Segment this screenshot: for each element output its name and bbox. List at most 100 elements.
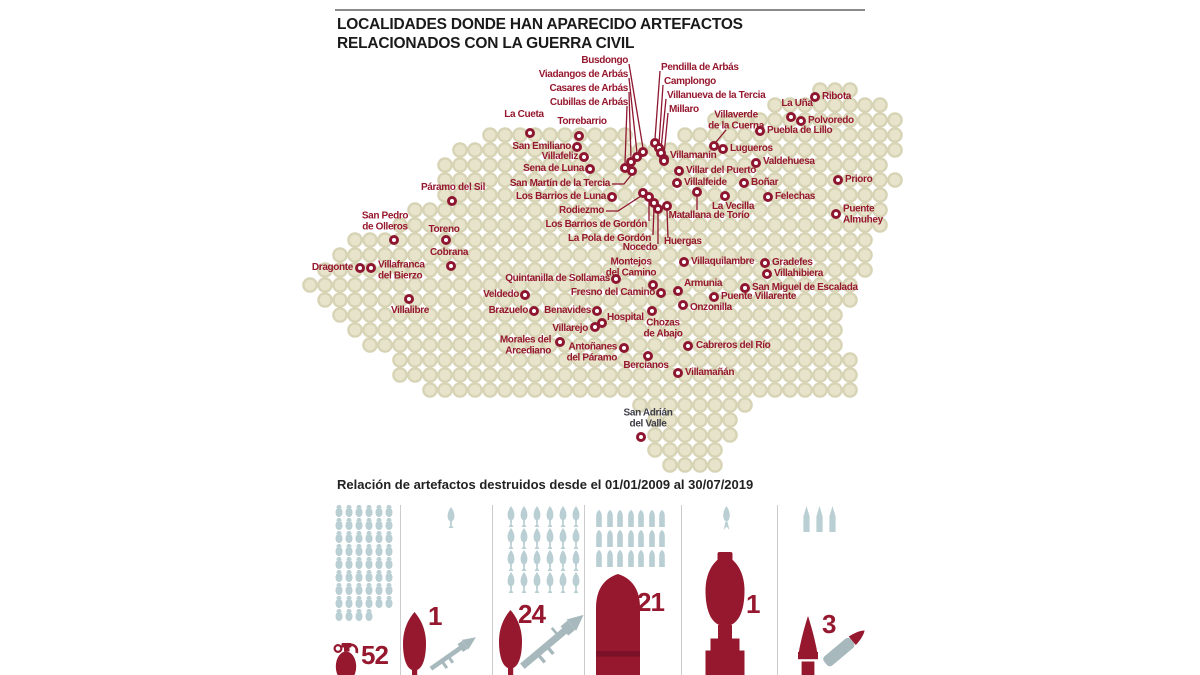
mortar-round-unit-icon <box>517 549 530 571</box>
shell-round-unit-icon <box>800 505 813 532</box>
location-marker-lugueros <box>718 144 728 154</box>
map-label-fresno-del-camino: Fresno del Camino <box>570 286 655 298</box>
artillery-shell-unit-icon <box>594 547 605 567</box>
unit-icons-mortar-round-icon <box>444 505 459 528</box>
location-marker-chozas-de-abajo <box>647 306 657 316</box>
bazooka-icon <box>512 602 597 675</box>
artillery-shell-unit-icon <box>605 527 616 547</box>
hand-grenade-unit-icon <box>344 517 354 530</box>
mortar-round-unit-icon <box>543 549 556 571</box>
map-label-san-mart-n-de-la-tercia: San Martín de la Tercia <box>509 177 610 189</box>
map-label-benavides: Benavides <box>544 304 591 316</box>
shell-round-unit-icon <box>826 505 839 532</box>
hand-grenade-unit-icon <box>384 569 394 582</box>
location-marker-torrebarrio <box>574 131 584 141</box>
artillery-shell-unit-icon <box>657 547 668 567</box>
artillery-shell-unit-icon <box>636 507 647 527</box>
artillery-shell-unit-icon <box>647 527 658 547</box>
location-marker-nocedo <box>653 204 663 214</box>
map-label-camplongo: Camplongo <box>664 75 716 87</box>
artillery-shell-unit-icon <box>636 547 647 567</box>
location-marker-villahibiera <box>762 269 772 279</box>
location-marker-la-cueta <box>525 128 535 138</box>
location-marker-prioro <box>833 175 843 185</box>
mortar-round-unit-icon <box>530 527 543 549</box>
location-marker-villafranca-del-bierzo <box>366 263 376 273</box>
artillery-shell-unit-icon <box>647 547 658 567</box>
location-marker-villar-del-puerto <box>674 166 684 176</box>
hand-grenade-unit-icon <box>334 556 344 569</box>
map-label-gradefes: Gradefes <box>772 256 813 268</box>
location-marker-puente-almuhey <box>831 209 841 219</box>
hand-grenade-unit-icon <box>364 543 374 556</box>
map-label-villahibiera: Villahibiera <box>774 267 823 279</box>
hand-grenade-unit-icon <box>344 595 354 608</box>
hand-grenade-unit-icon <box>354 530 364 543</box>
artillery-shell-unit-icon <box>594 507 605 527</box>
map-label-matallana-de-tor-o: Matallana de Torío <box>668 209 750 221</box>
location-marker-ribota <box>810 92 820 102</box>
map-label-busdongo: Busdongo <box>581 54 628 66</box>
location-marker-los-barrios-de-luna <box>607 192 617 202</box>
map-label-villanueva-de-la-tercia: Villanueva de la Tercia <box>667 89 766 101</box>
map-label-villaverde-de-la-cuerna: Villaverde de la Cuerna <box>708 109 764 131</box>
leader-line-casares-de-arb-s <box>628 91 632 159</box>
mortar-big-icon <box>400 612 429 675</box>
location-marker-bo-ar <box>739 178 749 188</box>
mortar-round-unit-icon <box>556 549 569 571</box>
map-label-ribota: Ribota <box>822 90 852 102</box>
map-label-armunia: Armunia <box>684 277 723 289</box>
map-label-los-barrios-de-luna: Los Barrios de Luna <box>515 190 606 202</box>
mortar-round-unit-icon <box>543 527 556 549</box>
chart-subtitle: Relación de artefactos destruidos desde … <box>337 477 754 492</box>
mortar-round-unit-icon <box>543 505 556 527</box>
map-label-villafeliz: Villafeliz <box>541 150 579 162</box>
hand-grenade-unit-icon <box>354 543 364 556</box>
hand-grenade-unit-icon <box>364 582 374 595</box>
mortar-round-unit-icon <box>530 549 543 571</box>
location-marker-valdehuesa <box>751 158 761 168</box>
artifact-count-2: 1 <box>428 601 443 631</box>
location-marker-la-u-a <box>786 112 796 122</box>
leader-line-rodiezmo <box>606 195 642 212</box>
unit-icons-heavy-projectile-icon <box>720 505 735 531</box>
map-label-pendilla-de-arb-s: Pendilla de Arbás <box>661 61 739 73</box>
leader-line-cubillas-de-arb-s <box>624 105 628 165</box>
location-marker-polvoredo <box>796 116 806 126</box>
hand-grenade-unit-icon <box>384 543 394 556</box>
mortar-round-unit-icon <box>517 527 530 549</box>
artifact-count-3: 24 <box>518 599 546 629</box>
location-marker-dragonte <box>355 263 365 273</box>
location-marker-onzonilla <box>678 300 688 310</box>
map-label-p-ramo-del-sil: Páramo del Sil <box>420 181 486 193</box>
bullet-diag-icon <box>819 622 875 675</box>
hand-grenade-unit-icon <box>384 556 394 569</box>
mortar-round-unit-icon <box>569 571 582 593</box>
leader-line-huergas <box>666 209 669 239</box>
map-label-morales-del-arcediano: Morales del Arcediano <box>499 334 552 356</box>
location-marker-gradefes <box>760 258 770 268</box>
map-label-puente-almuhey: Puente Almuhey <box>843 203 883 225</box>
location-marker-puebla-de-lillo <box>755 126 765 136</box>
map-label-rodiezmo: Rodiezmo <box>559 204 604 216</box>
hand-grenade-unit-icon <box>384 595 394 608</box>
hand-grenade-unit-icon <box>364 595 374 608</box>
hand-grenade-unit-icon <box>334 530 344 543</box>
location-marker-huergas <box>662 201 672 211</box>
hand-grenade-unit-icon <box>334 595 344 608</box>
map-label-quintanilla-de-sollamas: Quintanilla de Sollamas <box>505 272 610 284</box>
map-label-cobrana: Cobrana <box>429 246 469 258</box>
leader-line-millaro <box>663 112 669 156</box>
heavy-projectile-unit-icon <box>720 505 733 531</box>
hand-grenade-unit-icon <box>354 517 364 530</box>
cone-shell-icon <box>793 616 823 675</box>
map-label-millaro: Millaro <box>669 103 699 115</box>
location-marker-p-ramo-del-sil <box>447 196 457 206</box>
map-label-san-miguel-de-escalada: San Miguel de Escalada <box>752 281 858 293</box>
map-label-villaquilambre: Villaquilambre <box>691 255 755 267</box>
location-marker-villalfeide <box>672 178 682 188</box>
mortar-round-unit-icon <box>569 527 582 549</box>
map-label-san-emiliano: San Emiliano <box>512 140 571 152</box>
artifact-count-1: 52 <box>361 640 389 670</box>
map-label-montejos-del-camino: Montejos del Camino <box>605 256 657 278</box>
